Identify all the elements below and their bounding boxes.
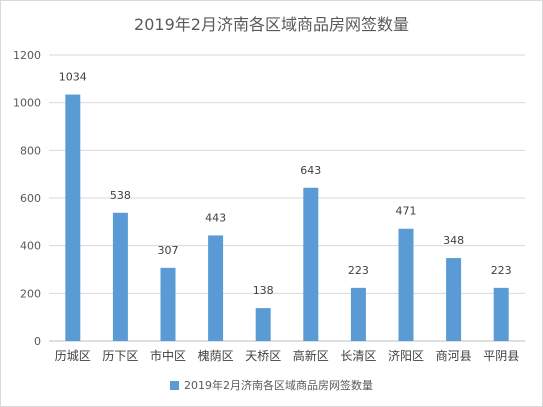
x-tick-label: 平阴县	[483, 349, 519, 363]
bar	[303, 187, 319, 341]
bar	[255, 308, 271, 341]
data-label: 223	[348, 264, 369, 277]
bar	[160, 267, 176, 341]
y-tick-label: 0	[34, 335, 41, 348]
x-tick-label: 市中区	[150, 348, 186, 363]
bar	[446, 258, 462, 341]
x-tick-label: 长清区	[340, 349, 376, 363]
x-tick-label: 历下区	[102, 349, 138, 363]
x-tick-label: 天桥区	[245, 349, 281, 363]
data-label: 348	[443, 234, 464, 247]
legend: 2019年2月济南各区域商品房网签数量	[1, 377, 542, 393]
y-tick-label: 1200	[13, 49, 41, 62]
bar	[112, 212, 128, 341]
data-label: 471	[396, 205, 417, 218]
data-label: 443	[205, 211, 226, 224]
x-tick-label: 商河县	[436, 348, 472, 363]
y-tick-label: 600	[20, 192, 41, 205]
y-tick-label: 800	[20, 144, 41, 157]
x-tick-label: 历城区	[55, 349, 91, 363]
bar	[65, 94, 81, 342]
bar	[398, 228, 414, 341]
y-tick-label: 1000	[13, 97, 41, 110]
y-tick-label: 200	[20, 287, 41, 300]
data-label: 307	[158, 244, 179, 257]
data-label: 223	[491, 264, 512, 277]
x-tick-label: 槐荫区	[198, 348, 234, 363]
legend-swatch	[170, 380, 179, 390]
data-label: 538	[110, 189, 131, 202]
data-label: 138	[253, 284, 274, 297]
data-label: 1034	[59, 71, 87, 84]
bar	[208, 235, 224, 341]
data-label: 643	[300, 164, 321, 177]
y-tick-label: 400	[20, 240, 41, 253]
bar	[493, 287, 509, 341]
legend-label: 2019年2月济南各区域商品房网签数量	[184, 379, 373, 392]
chart-title: 2019年2月济南各区域商品房网签数量	[134, 15, 409, 34]
x-tick-label: 高新区	[293, 348, 329, 363]
bar	[350, 287, 366, 341]
x-tick-label: 济阳区	[388, 348, 424, 363]
